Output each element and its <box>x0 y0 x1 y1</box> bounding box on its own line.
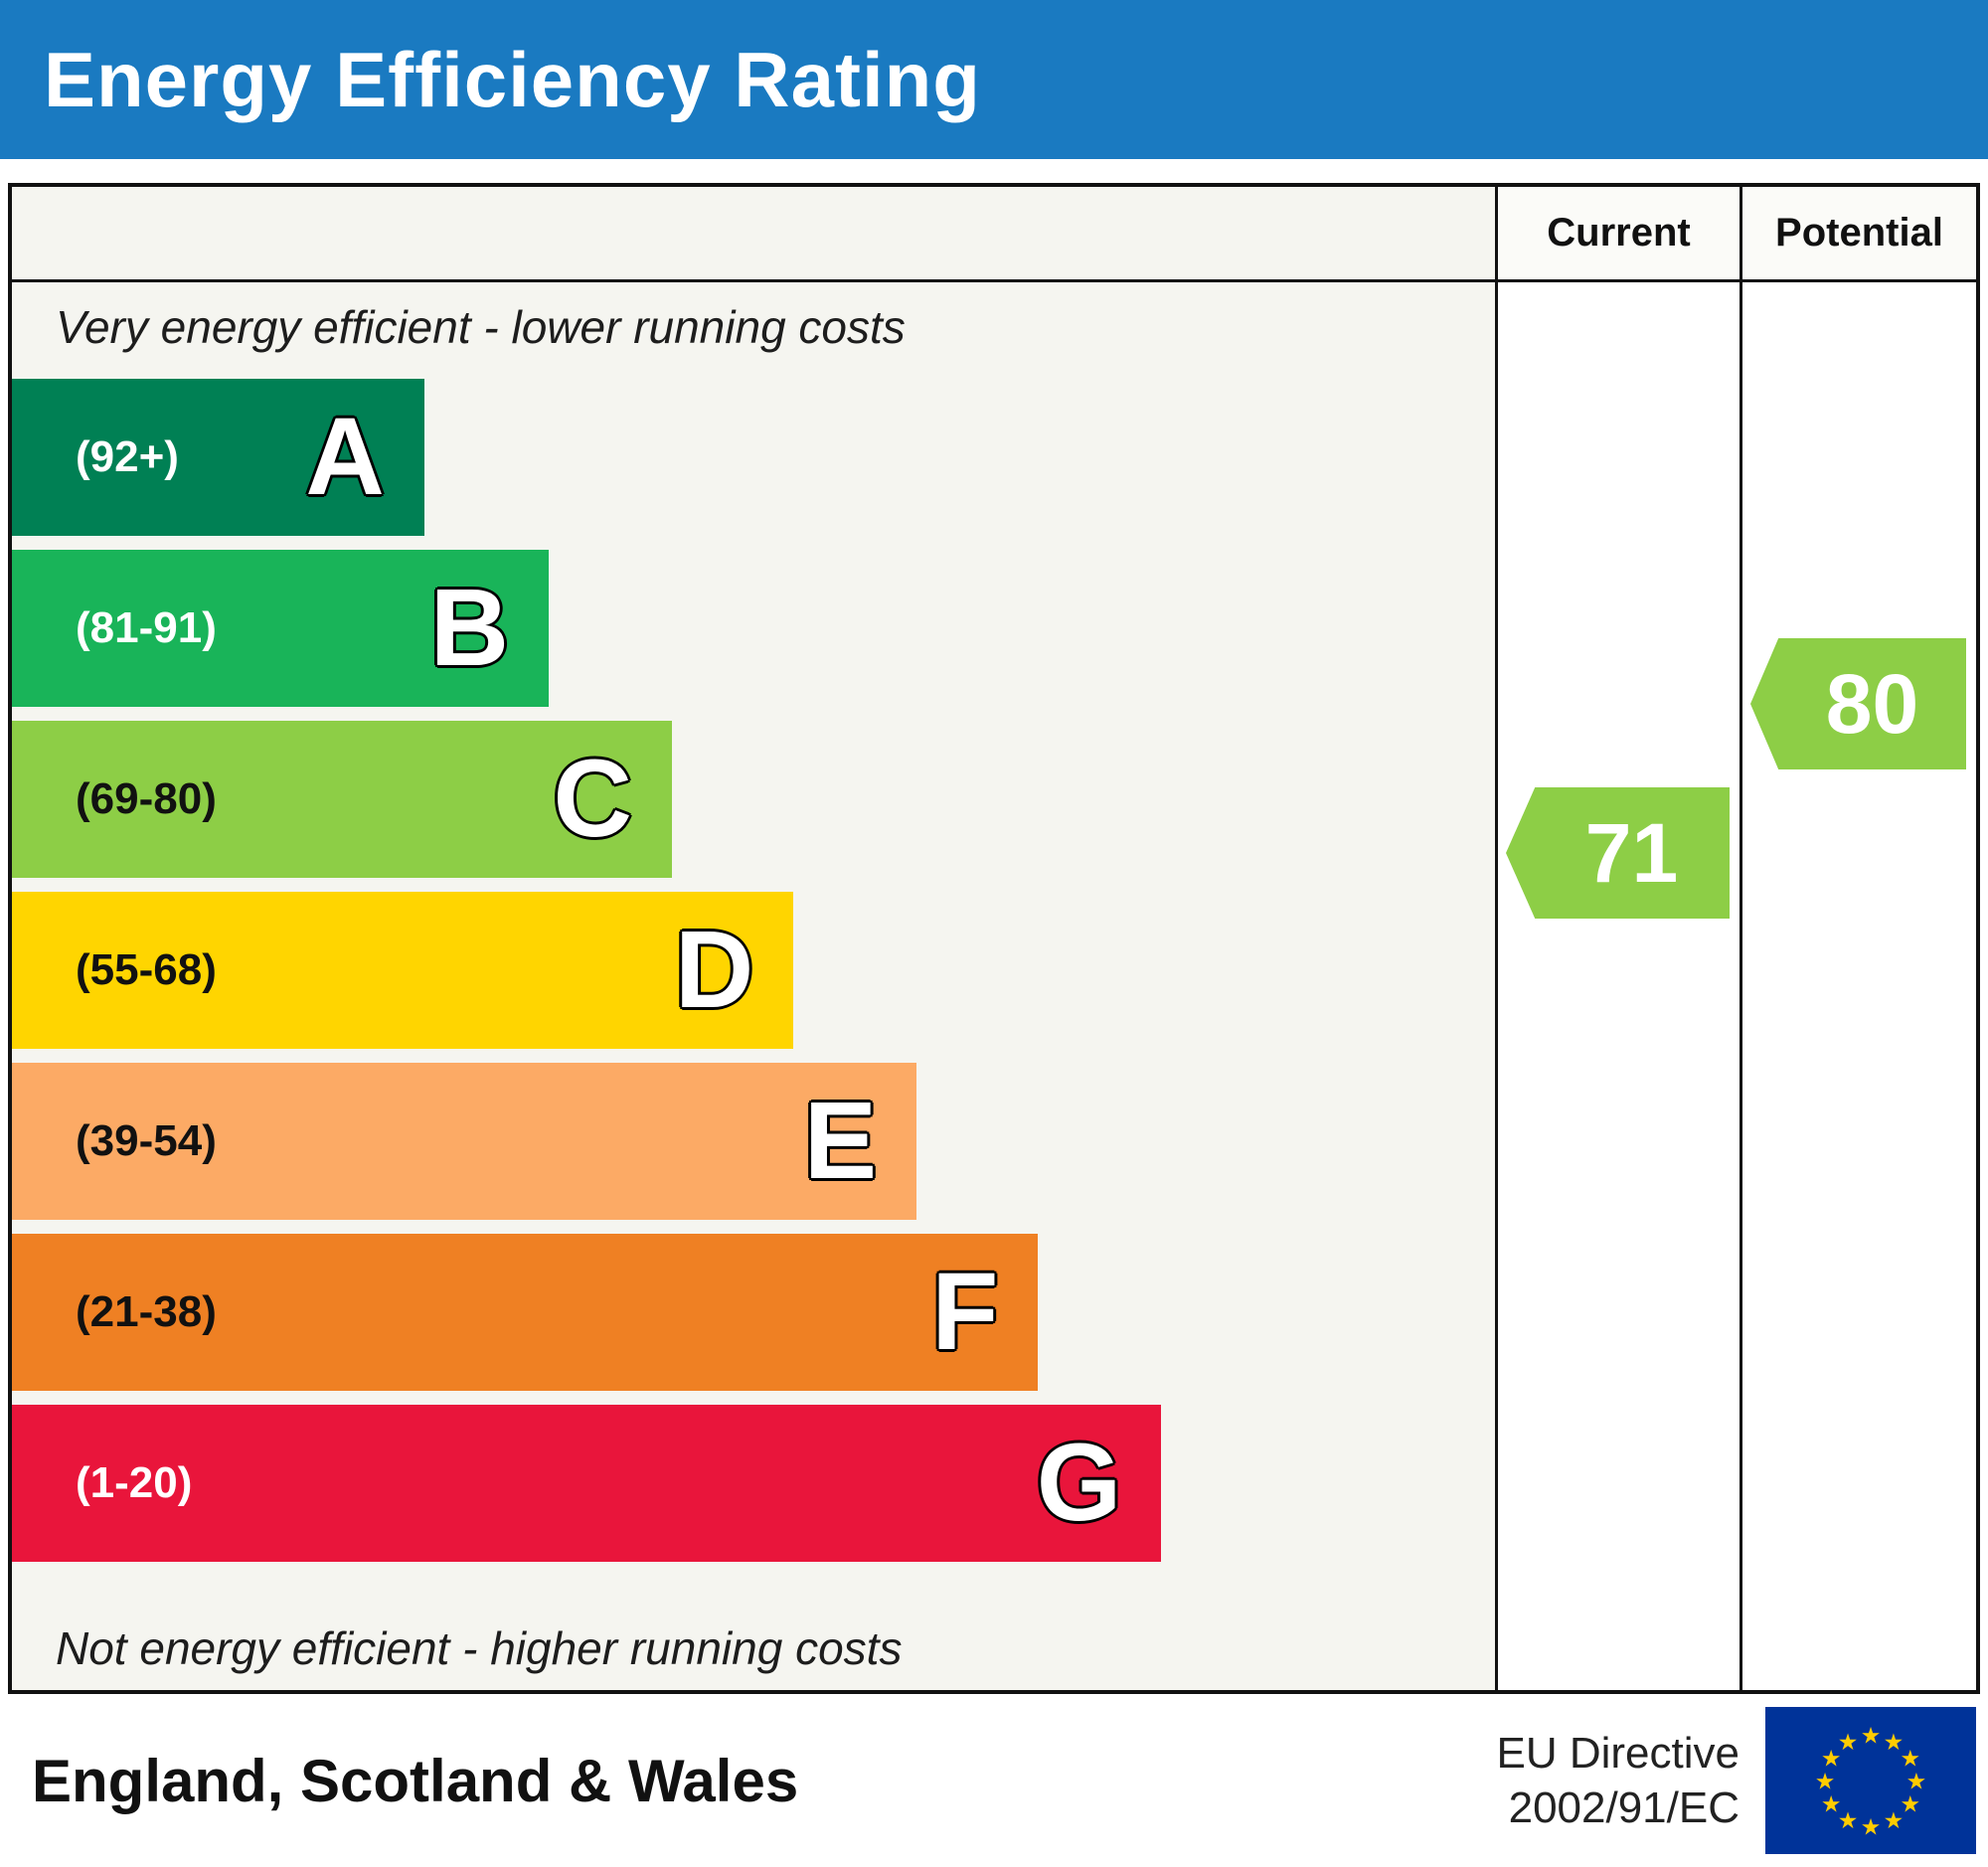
band-bar-a: (92+) A <box>12 379 424 537</box>
header-spacer-cell <box>12 187 1495 282</box>
band-bar-d: (55-68) D <box>12 892 794 1050</box>
band-chart-area: Very energy efficient - lower running co… <box>12 282 1495 1690</box>
svg-text:★: ★ <box>1906 1769 1927 1794</box>
current-column: 71 <box>1495 282 1740 1690</box>
svg-text:★: ★ <box>1884 1808 1905 1834</box>
potential-column-header: Potential <box>1740 187 1976 282</box>
band-letter: E <box>803 1080 878 1203</box>
eu-directive-line1: EU Directive <box>1496 1729 1740 1778</box>
footer: England, Scotland & Wales EU Directive 2… <box>0 1694 1988 1867</box>
svg-text:★: ★ <box>1821 1747 1842 1773</box>
svg-text:★: ★ <box>1838 1730 1859 1756</box>
band-range-label: (55-68) <box>76 945 217 995</box>
band-bar-g: (1-20) G <box>12 1405 1162 1563</box>
band-letter: G <box>1036 1422 1122 1545</box>
band-letter: A <box>305 396 385 519</box>
band-bar-f: (21-38) F <box>12 1234 1039 1392</box>
title-bar: Energy Efficiency Rating <box>0 0 1988 159</box>
svg-text:★: ★ <box>1861 1814 1882 1840</box>
potential-badge: 80 <box>1750 638 1966 769</box>
svg-text:★: ★ <box>1815 1769 1836 1794</box>
svg-text:★: ★ <box>1821 1791 1842 1817</box>
bottom-caption: Not energy efficient - higher running co… <box>56 1621 903 1674</box>
potential-column: 80 <box>1740 282 1976 1690</box>
svg-text:★: ★ <box>1884 1730 1905 1756</box>
svg-text:★: ★ <box>1900 1747 1920 1773</box>
potential-value: 80 <box>1825 656 1919 751</box>
current-badge: 71 <box>1506 787 1730 919</box>
svg-text:★: ★ <box>1900 1791 1920 1817</box>
svg-text:★: ★ <box>1861 1724 1882 1750</box>
band-letter: F <box>931 1251 999 1374</box>
band-bar-b: (81-91) B <box>12 550 550 708</box>
rating-chart: Current Potential Very energy efficient … <box>8 183 1980 1694</box>
top-caption: Very energy efficient - lower running co… <box>56 301 906 353</box>
eu-directive-label: EU Directive 2002/91/EC <box>1497 1726 1740 1835</box>
eu-directive-line2: 2002/91/EC <box>1508 1783 1740 1832</box>
band-letter: B <box>429 567 510 690</box>
current-value: 71 <box>1584 805 1679 900</box>
band-range-label: (1-20) <box>76 1458 193 1508</box>
band-bar-e: (39-54) E <box>12 1063 917 1221</box>
band-list: (92+) A (81-91) B (69-80) C (55-68) D (3… <box>12 379 1495 1563</box>
eu-flag-icon: ★ ★ ★ ★ ★ ★ ★ ★ ★ ★ ★ ★ <box>1765 1707 1976 1854</box>
page-title: Energy Efficiency Rating <box>44 35 981 123</box>
band-range-label: (39-54) <box>76 1116 217 1166</box>
band-letter: C <box>553 738 632 861</box>
current-column-header: Current <box>1495 187 1740 282</box>
band-letter: D <box>674 909 754 1032</box>
band-range-label: (92+) <box>76 432 179 482</box>
region-label: England, Scotland & Wales <box>32 1747 799 1814</box>
band-range-label: (69-80) <box>76 774 217 824</box>
band-range-label: (81-91) <box>76 603 217 653</box>
band-range-label: (21-38) <box>76 1287 217 1337</box>
band-bar-c: (69-80) C <box>12 721 672 879</box>
svg-text:★: ★ <box>1838 1808 1859 1834</box>
